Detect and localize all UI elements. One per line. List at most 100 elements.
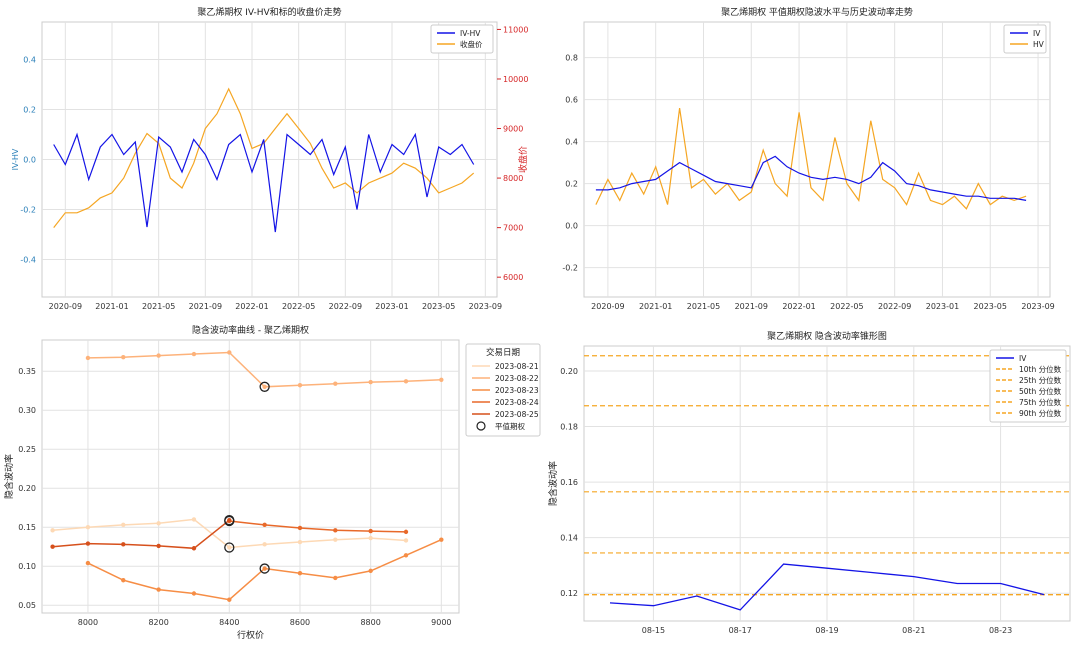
series-point <box>439 537 444 542</box>
series-point <box>121 354 126 360</box>
series-point <box>297 571 303 576</box>
series-point <box>156 353 161 358</box>
series-point <box>262 542 267 547</box>
y-axis-label: 隐含波动率 <box>547 461 559 506</box>
y-tick-label: 0.18 <box>560 423 578 432</box>
series-point <box>121 578 126 583</box>
x-tick-label: 08-21 <box>902 626 925 635</box>
x-tick-label: 2021-05 <box>687 302 720 311</box>
x-tick-label: 2022-01 <box>782 302 815 311</box>
series-point <box>227 350 232 355</box>
y-tick-label: 0.12 <box>560 589 578 598</box>
legend-label: IV <box>1019 354 1027 363</box>
legend-label: 2023-08-24 <box>495 398 539 407</box>
y-tick-label: 0.2 <box>565 180 578 189</box>
chart-vol-cone: 聚乙烯期权 隐含波动率锥形图 08-15 08-17 08-19 08-21 08-23 0… <box>547 330 1071 635</box>
y-tick-label: 0.4 <box>23 56 36 65</box>
series-point <box>156 543 161 549</box>
y-tick-label: 0.05 <box>18 601 36 610</box>
y-axis-label: IV-HV <box>11 148 20 170</box>
x-tick-label: 8200 <box>148 618 168 627</box>
series-point <box>262 566 267 571</box>
chart-iv-smile: 隐含波动率曲线 - 聚乙烯期权 8000 8200 8400 8600 8800 9000 0… <box>3 324 541 641</box>
y-tick-label: 0.2 <box>23 106 36 115</box>
x-tick-label: 08-17 <box>729 626 752 635</box>
x-tick-label: 2020-09 <box>591 302 624 311</box>
series-point <box>227 545 232 550</box>
x-tick-label: 2022-05 <box>282 302 315 311</box>
series-point <box>297 383 303 388</box>
chart-title: 聚乙烯期权 隐含波动率锥形图 <box>767 330 887 342</box>
chart-ivhv-close: 聚乙烯期权 IV-HV和标的收盘价走势 2020-09 2021-01 2021-05… <box>11 6 529 311</box>
series-point <box>403 379 409 384</box>
atm-marker <box>224 515 235 526</box>
series-point <box>121 522 126 528</box>
legend <box>1003 24 1047 54</box>
y2-tick-label: 6000 <box>503 273 523 282</box>
y-tick-label: -0.4 <box>20 256 36 265</box>
plot-frame <box>41 339 460 614</box>
legend-label: 25th 分位数 <box>1019 375 1062 385</box>
series-point <box>368 535 373 541</box>
series-point <box>333 528 338 533</box>
series-line-ivhv <box>53 132 475 233</box>
x-tick-label: 2021-05 <box>142 302 175 311</box>
series-point <box>439 377 444 382</box>
x-tick-label: 2022-05 <box>830 302 863 311</box>
x-tick-label: 2023-01 <box>375 302 408 311</box>
x-tick-label: 2021-09 <box>189 302 222 311</box>
chart-title: 聚乙烯期权 IV-HV和标的收盘价走势 <box>197 6 341 18</box>
y2-axis-label: 收盘价 <box>517 146 529 173</box>
series-point <box>50 528 55 533</box>
chart-title: 聚乙烯期权 平值期权隐波水平与历史波动率走势 <box>721 6 913 18</box>
atm-marker <box>224 542 235 553</box>
series-point <box>191 546 197 551</box>
chart-title: 隐含波动率曲线 - 聚乙烯期权 <box>192 324 309 336</box>
legend-label: 90th 分位数 <box>1019 408 1062 418</box>
legend-label: HV <box>1033 40 1045 49</box>
x-tick-label: 8400 <box>219 618 239 627</box>
x-tick-label: 08-15 <box>642 626 665 635</box>
x-axis-label: 行权价 <box>237 629 264 641</box>
y-tick-label: 0.20 <box>560 367 578 376</box>
series-point <box>403 538 409 543</box>
series-point <box>297 539 303 545</box>
legend-label: 2023-08-22 <box>495 374 539 383</box>
x-tick-label: 08-19 <box>815 626 838 635</box>
y2-tick-label: 7000 <box>503 224 523 233</box>
series-point <box>85 525 91 530</box>
series-point <box>262 522 267 528</box>
y-tick-label: 0.20 <box>18 484 36 493</box>
y-tick-label: 0.14 <box>560 534 578 543</box>
y2-tick-label: 10000 <box>503 75 528 84</box>
y-tick-label: 0.0 <box>23 156 36 165</box>
y-tick-label: 0.30 <box>18 406 36 415</box>
y-axis-label: 隐含波动率 <box>3 454 15 499</box>
series-point <box>191 517 197 522</box>
legend <box>989 349 1067 423</box>
x-tick-label: 2023-05 <box>422 302 455 311</box>
series-point <box>333 381 338 386</box>
series-point <box>403 529 409 535</box>
series-line-iv <box>609 563 1045 611</box>
series-point <box>121 542 126 547</box>
x-tick-label: 2023-09 <box>1021 302 1054 311</box>
y-tick-label: 0.10 <box>18 562 36 571</box>
series-point <box>227 597 232 602</box>
legend-label: 75th 分位数 <box>1019 397 1062 407</box>
series-point <box>191 351 197 357</box>
x-tick-label: 2023-05 <box>974 302 1007 311</box>
legend-label: 平值期权 <box>495 421 525 431</box>
plot-frame <box>583 21 1051 298</box>
legend-label: 10th 分位数 <box>1019 364 1062 374</box>
series-point <box>368 379 373 385</box>
legend-label: IV-HV <box>460 29 481 38</box>
series-point <box>333 575 338 581</box>
legend-label: 2023-08-25 <box>495 410 539 419</box>
x-tick-label: 08-23 <box>989 626 1012 635</box>
x-tick-label: 8800 <box>360 618 380 627</box>
series-line-hv <box>595 108 1027 210</box>
y2-tick-label: 11000 <box>503 25 528 34</box>
